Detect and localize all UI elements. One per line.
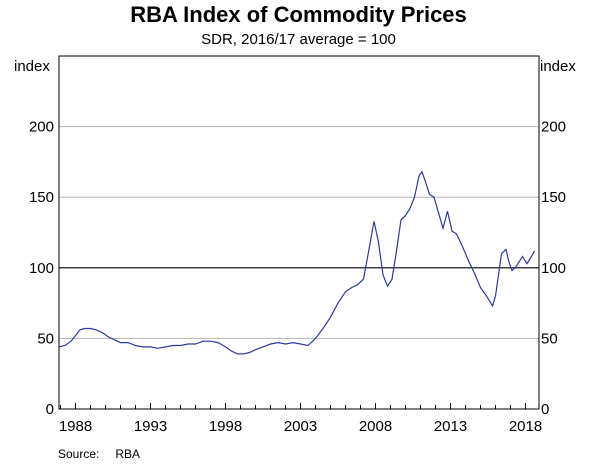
axis-labels: 0 0 50 50 100 100 150 150 200 200 1988 1993 1998 2003… <box>29 119 566 435</box>
x-tick-label: 2003 <box>284 418 317 435</box>
x-tick-label: 2013 <box>434 418 467 435</box>
source-label: Source: <box>58 447 100 461</box>
source-value: RBA <box>115 447 141 461</box>
y-tick-label-left: 100 <box>29 260 54 277</box>
axis-ticks <box>60 403 526 409</box>
y-tick-label-left: 50 <box>37 330 54 347</box>
gridlines <box>59 126 539 339</box>
x-tick-label: 2018 <box>509 418 542 435</box>
chart-subtitle: SDR, 2016/17 average = 100 <box>201 31 396 48</box>
y-axis-label-left: index <box>14 58 50 75</box>
y-tick-label-left: 200 <box>29 119 54 136</box>
chart-title: RBA Index of Commodity Prices <box>130 2 467 27</box>
y-tick-label-right: 50 <box>541 330 558 347</box>
y-tick-label-left: 150 <box>29 189 54 206</box>
x-tick-label: 1993 <box>134 418 167 435</box>
x-tick-label: 1988 <box>59 418 92 435</box>
x-tick-label: 1998 <box>209 418 242 435</box>
x-tick-label: 2008 <box>359 418 392 435</box>
y-tick-label-right: 0 <box>541 401 549 418</box>
y-tick-label-right: 200 <box>541 119 566 136</box>
plot-frame <box>58 55 540 410</box>
y-tick-label-right: 150 <box>541 189 566 206</box>
source-note: Source: RBA <box>58 447 140 461</box>
y-tick-label-right: 100 <box>541 260 566 277</box>
y-axis-label-right: index <box>540 58 576 75</box>
y-tick-label-left: 0 <box>46 401 54 418</box>
series-line-commodity-index <box>58 170 536 355</box>
